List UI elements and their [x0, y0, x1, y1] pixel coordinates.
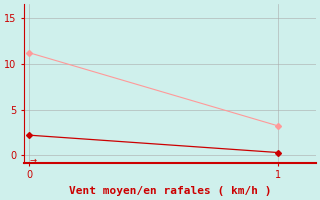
X-axis label: Vent moyen/en rafales ( km/h ): Vent moyen/en rafales ( km/h )	[69, 186, 271, 196]
Text: →: →	[29, 156, 36, 165]
